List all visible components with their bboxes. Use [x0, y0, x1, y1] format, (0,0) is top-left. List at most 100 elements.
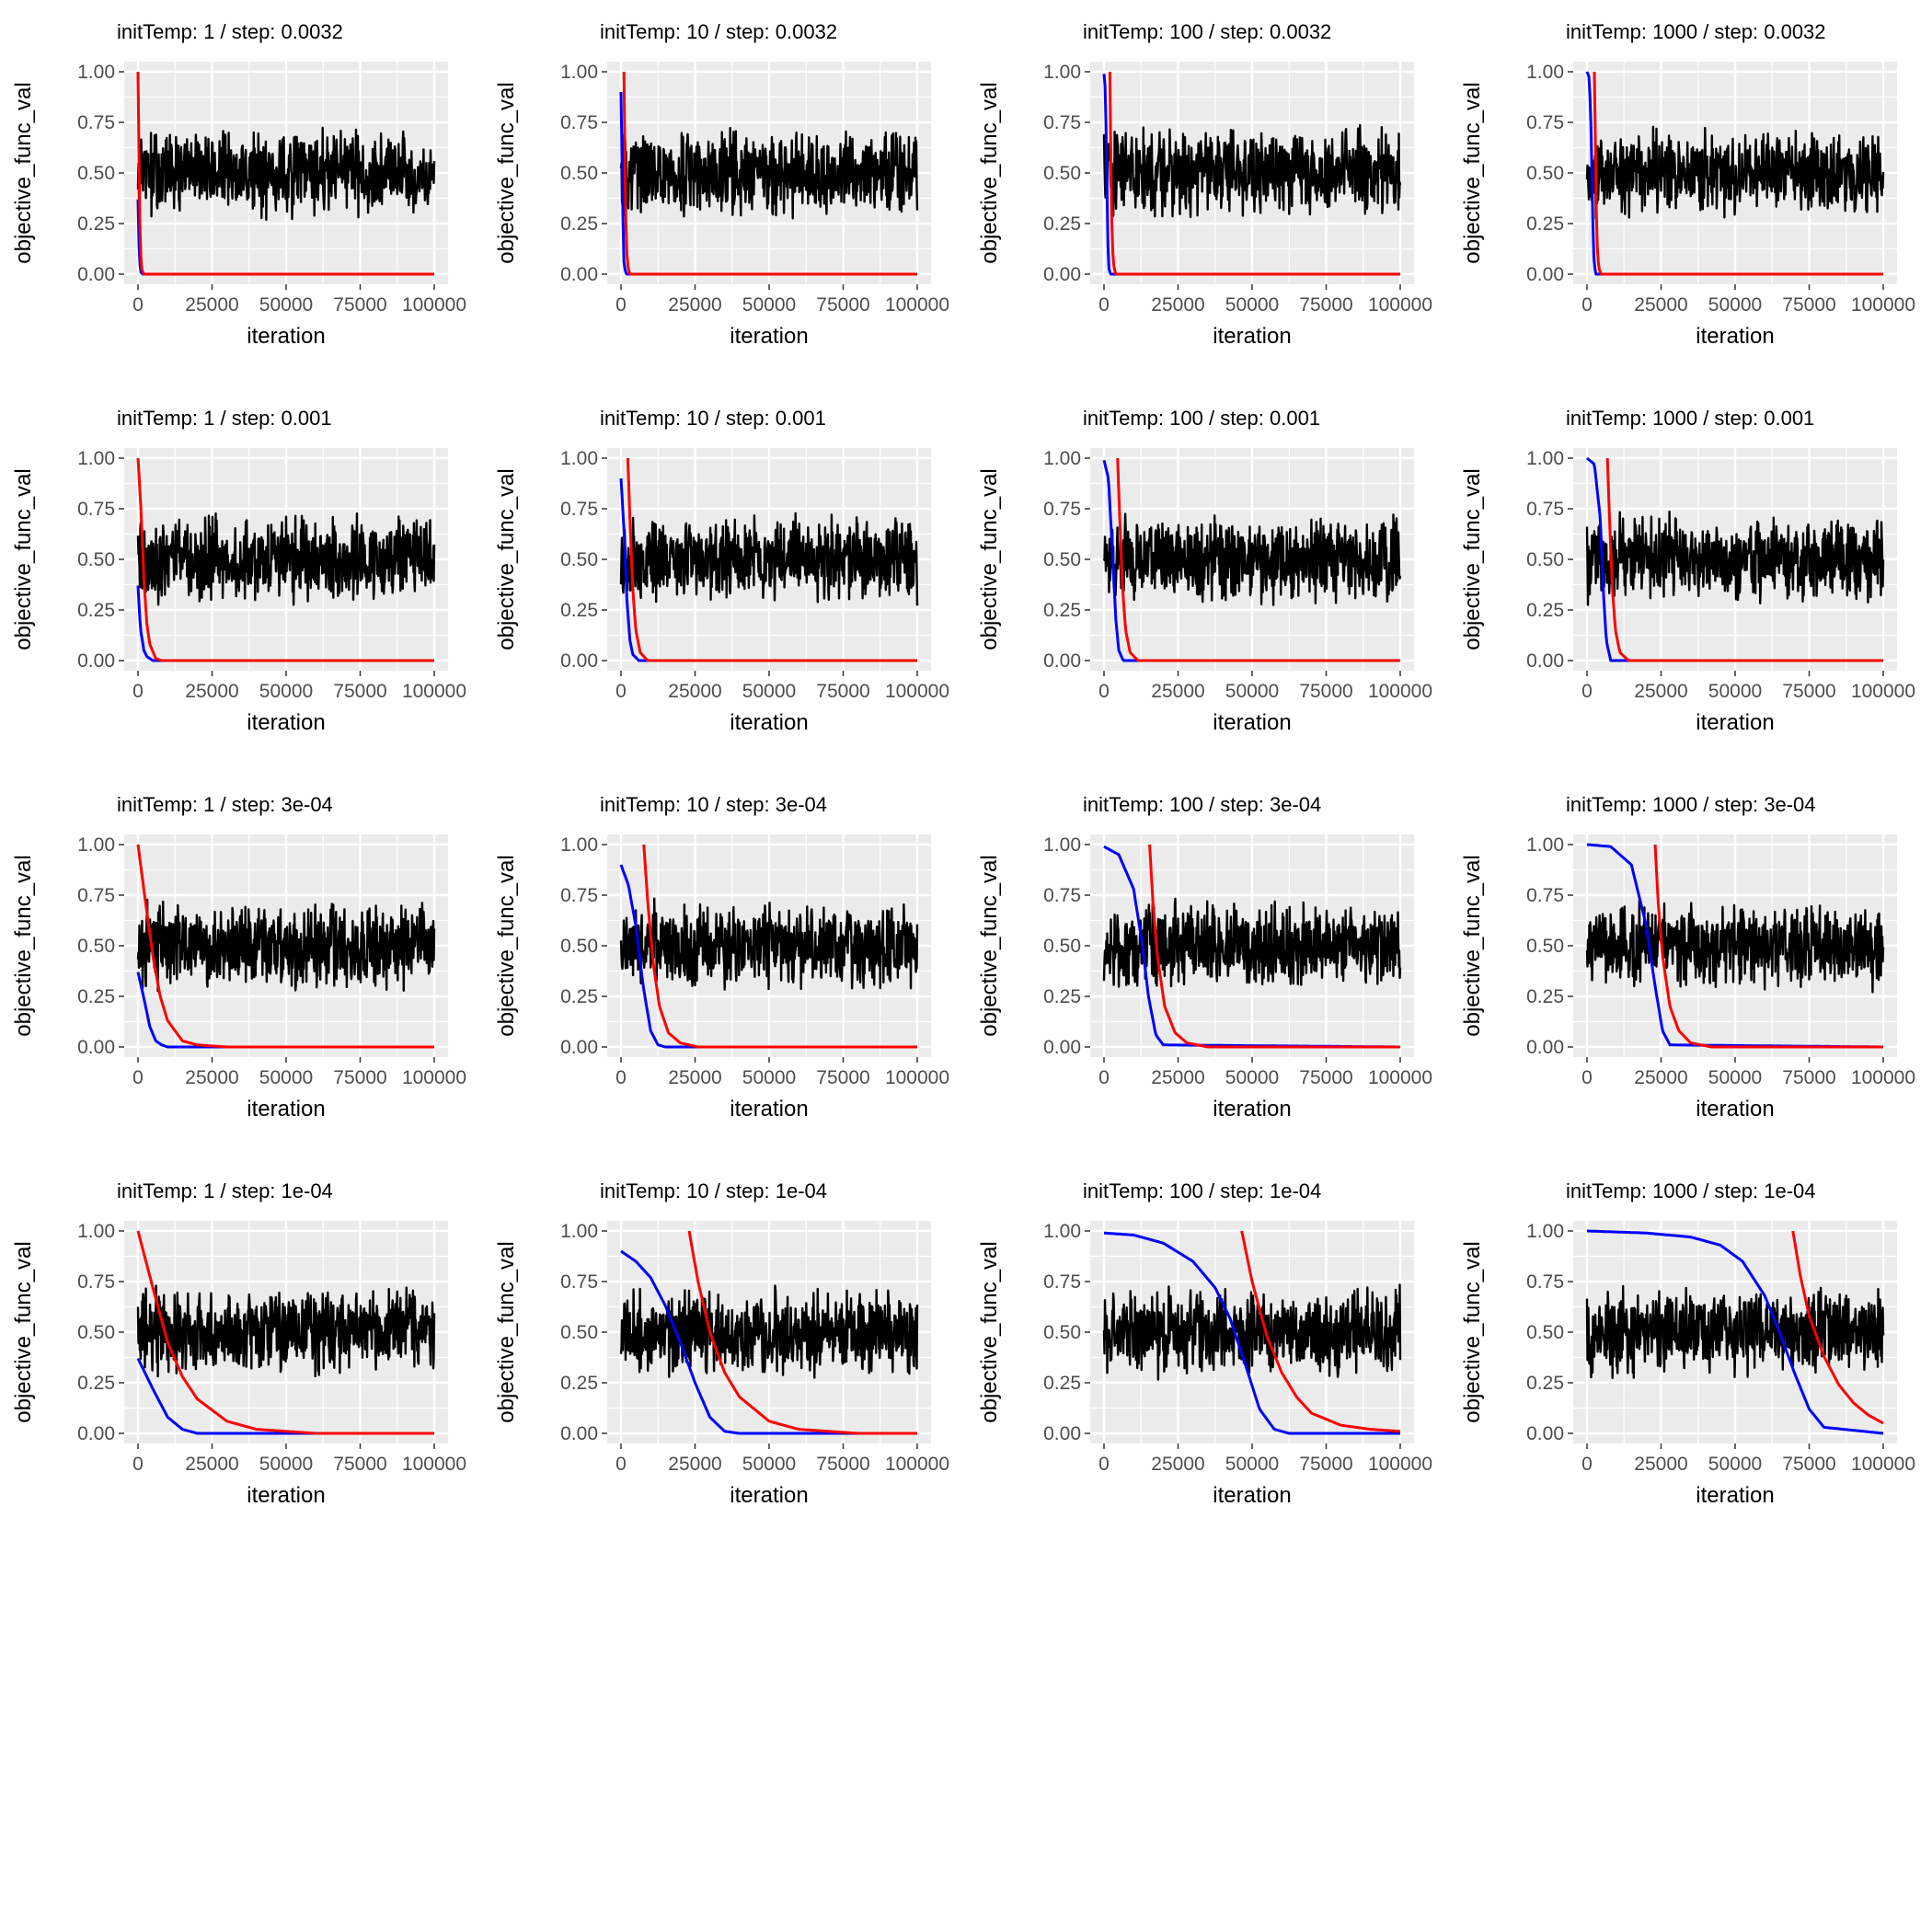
x-axis-title: iteration: [1213, 1483, 1291, 1508]
y-tick-label: 0.00: [1043, 1037, 1081, 1058]
red-series-line: [136, 71, 435, 276]
x-tick-label: 50000: [1708, 681, 1762, 702]
x-tick-label: 25000: [185, 294, 238, 316]
y-tick-label: 0.75: [560, 1271, 598, 1293]
x-tick-label: 75000: [1782, 681, 1835, 702]
facet-panel: initTemp: 1000 / step: 0.0032 0.00 0.25 0.5…: [1460, 20, 1915, 349]
x-tick-label: 25000: [1634, 681, 1687, 702]
x-tick-label: 75000: [333, 1454, 386, 1475]
x-tick-label: 25000: [1634, 1067, 1687, 1088]
y-tick-label: 0.25: [1043, 213, 1081, 235]
x-axis-title: iteration: [1213, 710, 1291, 735]
plot-area: [1585, 1229, 1885, 1435]
plot-area: [1585, 456, 1885, 662]
y-tick-label: 0.50: [1043, 163, 1081, 184]
red-series-line: [626, 457, 918, 662]
facet-panel: initTemp: 10 / step: 0.001 0.00 0.25 0.50 0.…: [494, 407, 949, 735]
noise-series-line: [136, 512, 436, 606]
y-tick-label: 0.75: [77, 112, 115, 133]
plot-area: [136, 1230, 436, 1435]
plot-area: [619, 844, 919, 1049]
panel-title: initTemp: 10 / step: 0.001: [600, 407, 826, 430]
y-tick-label: 1.00: [560, 1221, 598, 1242]
y-tick-label: 0.00: [77, 264, 115, 285]
noise-series-line: [136, 126, 436, 222]
panel-title: initTemp: 1000 / step: 3e-04: [1566, 793, 1816, 816]
y-tick-label: 0.25: [1526, 986, 1564, 1007]
x-tick-label: 25000: [1634, 294, 1687, 316]
x-tick-label: 100000: [1851, 1454, 1915, 1475]
x-axis-title: iteration: [730, 1097, 808, 1121]
x-tick-label: 25000: [185, 681, 238, 702]
red-series-line: [1605, 457, 1884, 662]
facet-panel: initTemp: 1 / step: 0.001 0.00 0.25 0.50 0.7…: [11, 407, 466, 735]
y-tick-label: 0.75: [1526, 885, 1564, 906]
x-tick-label: 100000: [402, 1454, 466, 1475]
red-series-line: [1108, 71, 1401, 276]
y-tick-label: 0.75: [560, 112, 598, 133]
x-axis-title: iteration: [1213, 324, 1291, 349]
x-axis-title: iteration: [730, 710, 808, 735]
plot-area: [1585, 71, 1885, 276]
y-tick-label: 0.50: [1043, 549, 1081, 570]
x-tick-label: 25000: [1151, 294, 1204, 316]
x-tick-label: 25000: [1151, 1454, 1204, 1475]
y-tick-label: 0.25: [77, 986, 115, 1007]
x-tick-label: 50000: [259, 1454, 313, 1475]
panel-title: initTemp: 1000 / step: 0.0032: [1566, 20, 1826, 43]
y-tick-label: 1.00: [1043, 448, 1081, 469]
x-axis-title: iteration: [730, 1483, 808, 1508]
x-tick-label: 100000: [1368, 1067, 1432, 1088]
y-tick-label: 0.75: [560, 499, 598, 520]
y-tick-label: 0.25: [1043, 1373, 1081, 1394]
y-tick-label: 0.25: [560, 986, 598, 1007]
red-series-line: [1791, 1230, 1885, 1425]
y-axis-title: objective_func_val: [494, 82, 519, 263]
panel-title: initTemp: 1000 / step: 0.001: [1566, 407, 1814, 430]
x-tick-label: 0: [132, 1067, 144, 1088]
y-tick-label: 0.25: [77, 600, 115, 621]
red-series-line: [1653, 844, 1884, 1049]
facet-panel: initTemp: 1 / step: 0.0032 0.00 0.25 0.50 0.…: [11, 20, 466, 349]
facet-panel: initTemp: 100 / step: 0.001 0.00 0.25 0.50 0…: [977, 407, 1432, 735]
y-tick-label: 0.00: [560, 1423, 598, 1444]
y-axis-title: objective_func_val: [977, 855, 1002, 1036]
x-tick-label: 75000: [333, 294, 386, 316]
red-series-line: [1240, 1230, 1401, 1433]
red-series-line: [687, 1230, 918, 1435]
red-series-line: [1116, 457, 1401, 662]
y-tick-label: 0.50: [1043, 936, 1081, 957]
y-axis-title: objective_func_val: [494, 468, 519, 650]
x-tick-label: 0: [615, 294, 627, 316]
x-tick-label: 0: [1098, 294, 1110, 316]
y-tick-label: 1.00: [1526, 448, 1564, 469]
y-tick-label: 0.00: [1526, 264, 1564, 285]
x-tick-label: 100000: [885, 1454, 949, 1475]
x-tick-label: 25000: [1151, 681, 1204, 702]
x-tick-label: 75000: [1782, 294, 1835, 316]
x-tick-label: 0: [132, 294, 144, 316]
noise-series-line: [619, 1284, 919, 1379]
x-tick-label: 50000: [742, 1454, 796, 1475]
y-tick-label: 0.75: [77, 499, 115, 520]
y-tick-label: 0.50: [560, 1322, 598, 1343]
x-tick-label: 0: [1098, 1454, 1110, 1475]
x-tick-label: 0: [1098, 1067, 1110, 1088]
y-tick-label: 0.50: [1526, 163, 1564, 184]
y-tick-label: 0.00: [1043, 650, 1081, 672]
y-axis-title: objective_func_val: [1460, 1241, 1485, 1422]
x-tick-label: 50000: [1225, 1454, 1279, 1475]
y-tick-label: 0.75: [77, 885, 115, 906]
y-tick-label: 1.00: [1043, 834, 1081, 856]
y-tick-label: 0.25: [560, 600, 598, 621]
y-tick-label: 1.00: [77, 834, 115, 856]
x-tick-label: 75000: [1299, 1067, 1352, 1088]
y-tick-label: 1.00: [1526, 834, 1564, 856]
x-tick-label: 50000: [742, 294, 796, 316]
x-tick-label: 25000: [185, 1067, 238, 1088]
y-tick-label: 0.75: [560, 885, 598, 906]
panel-title: initTemp: 10 / step: 1e-04: [600, 1179, 827, 1202]
y-tick-label: 0.50: [1526, 936, 1564, 957]
y-axis-title: objective_func_val: [494, 855, 519, 1036]
panel-title: initTemp: 100 / step: 3e-04: [1083, 793, 1321, 816]
